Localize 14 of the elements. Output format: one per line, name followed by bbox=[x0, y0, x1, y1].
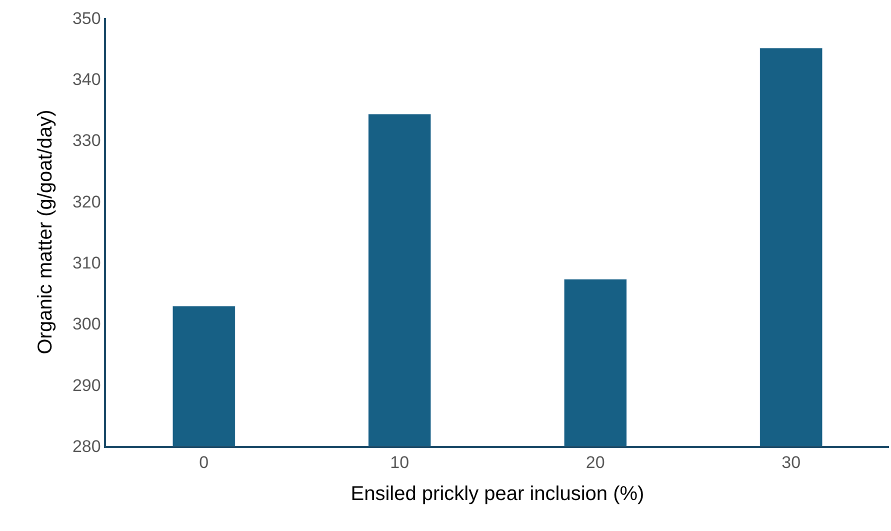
y-axis-title: Organic matter (g/goat/day) bbox=[34, 110, 56, 354]
y-tick-label: 330 bbox=[72, 131, 101, 150]
x-tick-label: 30 bbox=[782, 453, 801, 472]
y-tick-label: 300 bbox=[72, 314, 101, 334]
x-tick-label: 0 bbox=[199, 453, 209, 472]
x-axis-title: Ensiled prickly pear inclusion (%) bbox=[350, 483, 644, 506]
y-tick-label: 350 bbox=[72, 8, 101, 28]
x-tick-label: 20 bbox=[586, 453, 605, 472]
y-tick-label: 280 bbox=[72, 436, 101, 456]
y-tick-label: 320 bbox=[72, 192, 101, 212]
x-tick-label: 10 bbox=[390, 453, 410, 472]
y-tick-label: 310 bbox=[72, 254, 101, 273]
y-tick-label: 340 bbox=[72, 70, 101, 90]
y-tick-label: 290 bbox=[72, 376, 101, 395]
